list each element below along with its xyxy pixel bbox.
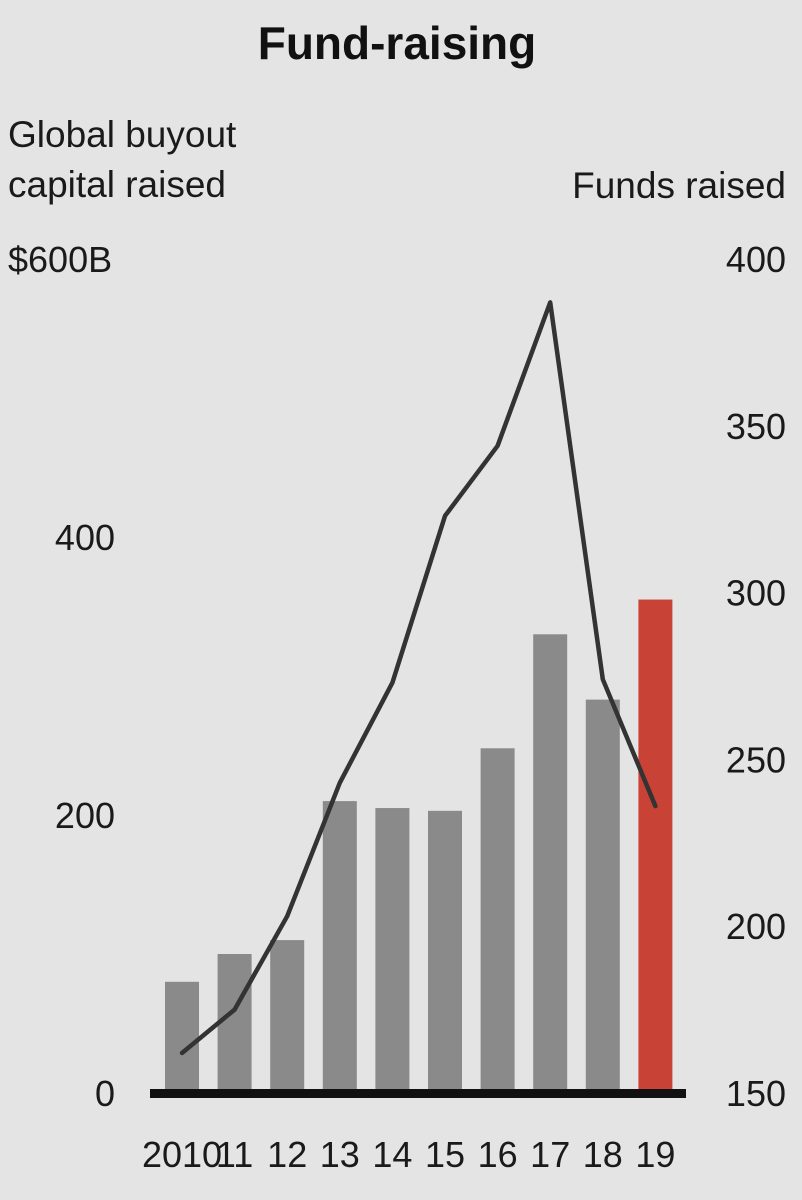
bar xyxy=(375,808,410,1093)
right-tick-label: 200 xyxy=(726,906,786,947)
right-axis: 400 350 300 250 200 150 xyxy=(726,239,786,1114)
bar xyxy=(270,940,305,1093)
left-tick-label: 400 xyxy=(55,517,115,558)
bar xyxy=(322,801,357,1093)
bar xyxy=(217,954,252,1093)
funds-raised-line xyxy=(179,300,658,1056)
baseline xyxy=(150,1089,686,1098)
left-tick-label: 200 xyxy=(55,795,115,836)
right-tick-label: 400 xyxy=(726,239,786,280)
bar-highlighted xyxy=(638,599,673,1093)
x-tick-label: 17 xyxy=(530,1134,570,1175)
right-tick-label: 150 xyxy=(726,1073,786,1114)
bar xyxy=(585,699,620,1093)
chart-title: Fund-raising xyxy=(258,17,537,69)
x-tick-label: 16 xyxy=(478,1134,518,1175)
right-tick-label: 350 xyxy=(726,406,786,447)
bar xyxy=(428,810,462,1093)
x-tick-label: 15 xyxy=(425,1134,465,1175)
x-tick-label: 2010 xyxy=(142,1134,222,1175)
left-axis-label-line-2: capital raised xyxy=(8,164,226,205)
bar xyxy=(480,748,515,1093)
x-tick-label: 14 xyxy=(372,1134,412,1175)
bar xyxy=(533,634,568,1093)
left-axis: $600B 400 200 0 xyxy=(8,239,115,1114)
x-axis-baseline xyxy=(150,1089,686,1098)
bar-series xyxy=(165,599,673,1093)
x-tick-label: 19 xyxy=(635,1134,675,1175)
left-tick-label: $600B xyxy=(8,239,112,280)
x-tick-label: 18 xyxy=(583,1134,623,1175)
x-tick-label: 11 xyxy=(216,1134,253,1175)
right-tick-label: 300 xyxy=(726,573,786,614)
right-axis-label: Funds raised xyxy=(572,165,786,206)
bar xyxy=(165,981,199,1093)
x-tick-label: 13 xyxy=(320,1134,360,1175)
left-axis-label-line-1: Global buyout xyxy=(8,114,237,155)
left-tick-label: 0 xyxy=(95,1073,115,1114)
right-tick-label: 250 xyxy=(726,739,786,780)
line-series xyxy=(179,300,658,1056)
x-tick-label: 12 xyxy=(267,1134,307,1175)
